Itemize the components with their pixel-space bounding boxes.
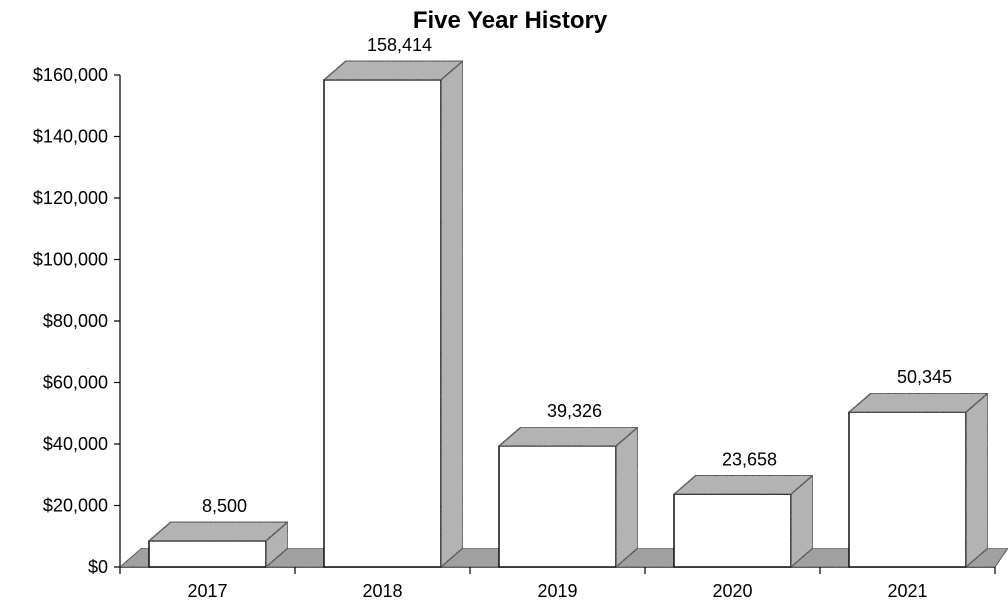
bar-side-face <box>790 473 814 569</box>
bar-side-face <box>265 520 289 569</box>
data-labels: 8,500 158,414 39,326 23,658 50,345 <box>202 35 952 516</box>
bar-top-face <box>847 392 990 413</box>
y-tick-label: $120,000 <box>33 188 108 208</box>
bar <box>148 540 267 568</box>
bar-top-face <box>672 474 815 495</box>
y-tick-label: $80,000 <box>43 311 108 331</box>
bar <box>323 79 442 568</box>
data-label: 39,326 <box>547 401 602 421</box>
x-tick-label: 2021 <box>887 581 927 601</box>
x-tick-label: 2018 <box>362 581 402 601</box>
chart-title: Five Year History <box>413 7 608 34</box>
y-tick-label: $60,000 <box>43 373 108 393</box>
bar-group <box>147 520 290 569</box>
bar-group <box>497 425 640 569</box>
bar-side-face <box>965 391 989 569</box>
bar-group <box>322 59 465 569</box>
y-tick-label: $20,000 <box>43 496 108 516</box>
x-tick-label: 2019 <box>537 581 577 601</box>
bar <box>673 493 792 568</box>
bars <box>147 59 990 569</box>
bar-side-face <box>615 425 639 569</box>
bar <box>498 445 617 568</box>
y-tick-label: $40,000 <box>43 434 108 454</box>
bar-group <box>672 473 815 569</box>
data-label: 50,345 <box>897 367 952 387</box>
y-tick-label: $0 <box>88 557 108 577</box>
axes: $0 $20,000 $40,000 $60,000 $80,000 $100,000 $1… <box>33 65 996 601</box>
data-label: 158,414 <box>367 35 432 55</box>
x-tick-label: 2020 <box>712 581 752 601</box>
data-label: 23,658 <box>722 449 777 469</box>
y-tick-label: $160,000 <box>33 65 108 85</box>
bar <box>848 411 967 568</box>
x-tick-label: 2017 <box>187 581 227 601</box>
bar-top-face <box>497 426 640 447</box>
bar-group <box>847 391 990 569</box>
bar-top-face <box>147 521 290 542</box>
bar-top-face <box>322 60 465 81</box>
data-label: 8,500 <box>202 496 247 516</box>
y-tick-label: $100,000 <box>33 250 108 270</box>
bar-side-face <box>440 59 464 569</box>
y-tick-label: $140,000 <box>33 127 108 147</box>
